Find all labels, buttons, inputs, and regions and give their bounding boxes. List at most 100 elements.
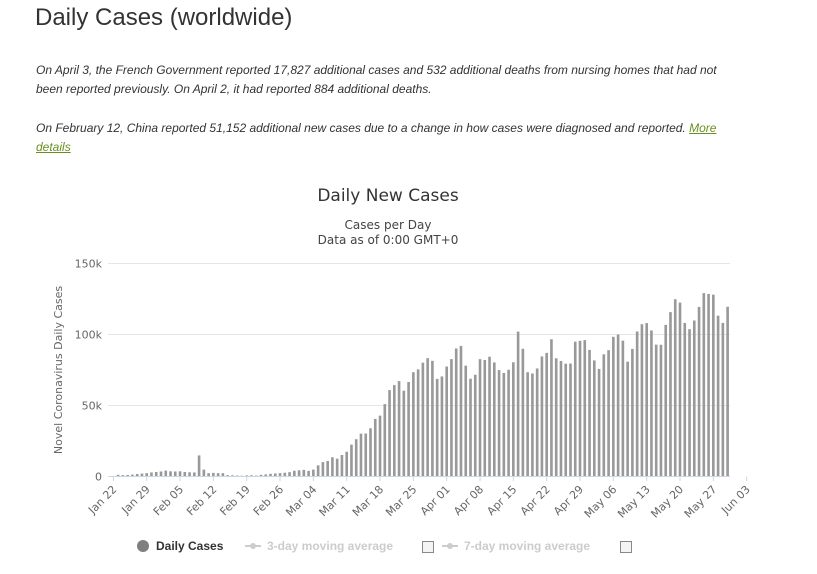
bar[interactable] [393,385,396,476]
bar[interactable] [259,474,263,476]
bar[interactable] [502,372,506,476]
bar[interactable] [316,465,320,476]
bar[interactable] [359,433,363,476]
bar[interactable] [678,302,682,476]
bar[interactable] [321,462,325,476]
bar[interactable] [459,345,463,476]
bar[interactable] [673,299,677,476]
bar[interactable] [531,373,534,476]
bar[interactable] [492,362,496,476]
bar[interactable] [588,349,591,476]
bar[interactable] [131,474,134,476]
bar[interactable] [331,457,334,476]
bar[interactable] [402,390,406,476]
bar[interactable] [692,320,696,476]
bar[interactable] [435,378,439,476]
bar[interactable] [688,329,691,476]
bar[interactable] [245,475,249,476]
bar[interactable] [145,473,149,476]
bar[interactable] [169,471,172,476]
bar[interactable] [478,359,482,476]
bar[interactable] [654,344,658,476]
bar[interactable] [545,352,548,476]
bar[interactable] [726,306,729,476]
more-details-link[interactable]: More details [36,121,717,154]
bar[interactable] [302,469,306,476]
bar[interactable] [173,471,177,476]
bar[interactable] [326,460,329,476]
bar[interactable] [440,376,444,476]
bar[interactable] [269,473,272,476]
bar[interactable] [231,475,234,476]
bar[interactable] [597,368,601,476]
bar[interactable] [216,473,220,476]
bar[interactable] [193,472,196,476]
bar[interactable] [640,324,644,476]
bar[interactable] [573,341,577,476]
bar[interactable] [635,331,639,476]
bar[interactable] [378,415,382,476]
bar[interactable] [683,322,687,476]
bar[interactable] [526,372,529,476]
bar[interactable] [483,359,487,476]
bar[interactable] [288,472,291,476]
bar[interactable] [578,340,582,476]
bar[interactable] [650,330,653,476]
bar[interactable] [631,348,634,476]
bar[interactable] [412,372,415,476]
bar[interactable] [469,378,472,476]
bar[interactable] [554,358,558,476]
bar[interactable] [373,418,377,476]
bar[interactable] [416,369,420,476]
bar[interactable] [512,362,515,476]
bar[interactable] [369,428,372,476]
bar[interactable] [283,472,287,476]
bar[interactable] [364,433,368,476]
bar[interactable] [616,334,620,476]
bar[interactable] [154,472,158,476]
bar[interactable] [397,381,401,476]
legend-item-daily-cases[interactable]: Daily Cases [137,539,223,553]
bar[interactable] [464,365,468,476]
bar[interactable] [454,348,458,476]
bar[interactable] [602,354,606,476]
bar[interactable] [350,444,353,476]
bar[interactable] [140,473,144,476]
bar[interactable] [273,473,277,476]
bar[interactable] [550,339,553,476]
bar[interactable] [345,451,349,476]
bar[interactable] [669,312,672,476]
bar[interactable] [126,475,129,476]
bar[interactable] [664,324,668,476]
bar[interactable] [431,360,434,476]
bar[interactable] [235,475,239,477]
bar[interactable] [564,363,568,476]
bar[interactable] [197,455,201,476]
bar[interactable] [188,472,191,476]
bar[interactable] [535,368,539,476]
bar[interactable] [116,474,120,476]
bar[interactable] [135,474,139,476]
bar[interactable] [297,470,301,476]
bar[interactable] [607,350,610,476]
bar[interactable] [254,475,258,477]
bar[interactable] [450,359,453,476]
bar[interactable] [697,306,701,476]
bar[interactable] [426,358,429,476]
bar[interactable] [612,336,615,476]
bar[interactable] [645,323,648,476]
bar[interactable] [121,475,125,476]
bar[interactable] [335,458,339,476]
bar[interactable] [212,472,215,476]
bar[interactable] [264,474,268,476]
bar[interactable] [569,363,572,476]
bar[interactable] [407,382,410,476]
bar[interactable] [383,404,387,476]
bar[interactable] [250,475,253,476]
legend-item-7day-average[interactable]: 7-day moving average [442,539,590,553]
bar[interactable] [507,369,510,476]
7day-average-checkbox[interactable] [620,541,632,553]
bar[interactable] [559,360,563,476]
bar[interactable] [540,356,544,476]
bar[interactable] [592,360,596,476]
